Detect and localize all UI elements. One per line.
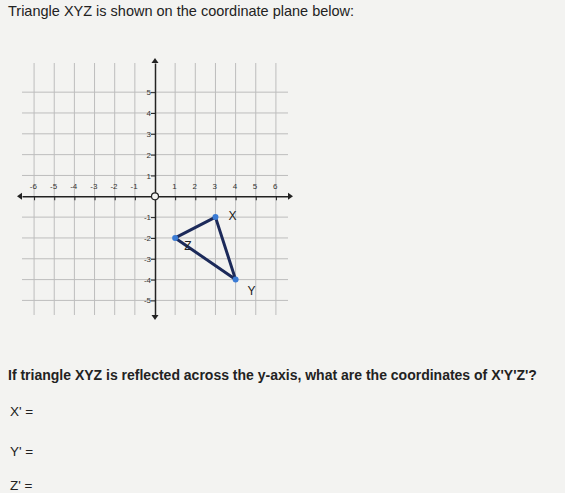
tick-label: -1 xyxy=(131,182,139,191)
y-axis: -5 -4 -3 -2 -1 1 2 3 4 5 xyxy=(144,64,156,316)
axis-line xyxy=(155,64,157,316)
tick: 1 xyxy=(147,172,155,181)
tick-mark xyxy=(151,280,155,281)
tick-mark xyxy=(151,113,155,114)
answer-label: Z' = xyxy=(10,478,33,493)
tick: 1 xyxy=(172,182,177,200)
tick-label: 1 xyxy=(147,172,152,181)
tick: -2 xyxy=(144,234,155,243)
tick-label: -4 xyxy=(70,182,78,191)
tick-mark xyxy=(95,196,96,200)
tick: -6 xyxy=(30,182,38,200)
tick: -5 xyxy=(50,182,58,200)
plot xyxy=(172,214,238,282)
tick-label: -1 xyxy=(144,213,152,222)
triangle xyxy=(175,217,235,279)
tick-mark xyxy=(151,217,155,218)
tick: 3 xyxy=(213,182,218,200)
tick-mark xyxy=(54,196,55,200)
tick-label: -3 xyxy=(144,255,152,264)
tick-mark xyxy=(151,300,155,301)
tick-label: -5 xyxy=(50,182,58,191)
axis-arrow xyxy=(17,193,22,200)
vertex-label: Z xyxy=(184,239,191,253)
vertex-label: X xyxy=(228,209,236,223)
tick-label: 5 xyxy=(147,88,152,97)
tick-label: -2 xyxy=(144,234,152,243)
vertex xyxy=(172,235,178,241)
answer-label: Y' = xyxy=(10,444,33,459)
tick-mark xyxy=(135,196,136,200)
tick: -1 xyxy=(131,182,139,200)
page: Triangle XYZ is shown on the coordinate … xyxy=(0,0,565,493)
tick-label: -5 xyxy=(144,296,152,305)
tick-mark xyxy=(151,175,155,176)
axis-arrow xyxy=(288,193,293,200)
tick-mark xyxy=(74,196,75,200)
answer-label: X' = xyxy=(10,404,33,419)
vertex xyxy=(233,277,239,283)
question: If triangle XYZ is reflected across the … xyxy=(8,367,537,383)
tick: 4 xyxy=(233,182,238,200)
tick-label: 2 xyxy=(192,182,197,191)
tick-mark xyxy=(151,259,155,260)
tick-label: 5 xyxy=(253,182,258,191)
grid xyxy=(22,63,288,315)
tick: -3 xyxy=(90,182,98,200)
tick-label: 4 xyxy=(147,109,152,118)
tick: 5 xyxy=(147,88,155,97)
tick-mark xyxy=(34,196,35,200)
tick-mark xyxy=(151,238,155,239)
tick: -3 xyxy=(144,255,155,264)
tick-label: -3 xyxy=(90,182,98,191)
tick-mark xyxy=(175,196,176,200)
vertex xyxy=(212,214,218,220)
tick: -4 xyxy=(70,182,78,200)
tick-label: 4 xyxy=(233,182,238,191)
tick-mark xyxy=(236,196,237,200)
tick-mark xyxy=(195,196,196,200)
tick: 3 xyxy=(147,130,155,139)
axis-arrow xyxy=(152,58,159,63)
axis-arrows xyxy=(17,58,293,320)
tick-label: 2 xyxy=(147,151,152,160)
origin xyxy=(152,193,159,200)
tick-label: -2 xyxy=(110,182,118,191)
tick: 6 xyxy=(273,182,278,200)
tick: 2 xyxy=(192,182,197,200)
tick: 5 xyxy=(253,182,258,200)
tick: -4 xyxy=(144,276,155,285)
axis-arrow xyxy=(152,315,159,320)
tick-label: -6 xyxy=(30,182,38,191)
tick-mark xyxy=(276,196,277,200)
tick-mark xyxy=(115,196,116,200)
tick: 4 xyxy=(147,109,155,118)
tick: 2 xyxy=(147,151,155,160)
tick-label: 3 xyxy=(147,130,152,139)
tick-mark xyxy=(215,196,216,200)
tick-label: 6 xyxy=(273,182,278,191)
prompt: Triangle XYZ is shown on the coordinate … xyxy=(8,3,354,19)
tick-mark xyxy=(151,155,155,156)
vertex-label: Y xyxy=(248,284,256,298)
tick-label: 1 xyxy=(172,182,177,191)
tick: -5 xyxy=(144,296,155,305)
tick-mark xyxy=(151,92,155,93)
tick: -2 xyxy=(110,182,118,200)
tick-label: -4 xyxy=(144,276,152,285)
tick-mark xyxy=(256,196,257,200)
tick-label: 3 xyxy=(213,182,218,191)
tick: -1 xyxy=(144,213,155,222)
tick-mark xyxy=(151,134,155,135)
